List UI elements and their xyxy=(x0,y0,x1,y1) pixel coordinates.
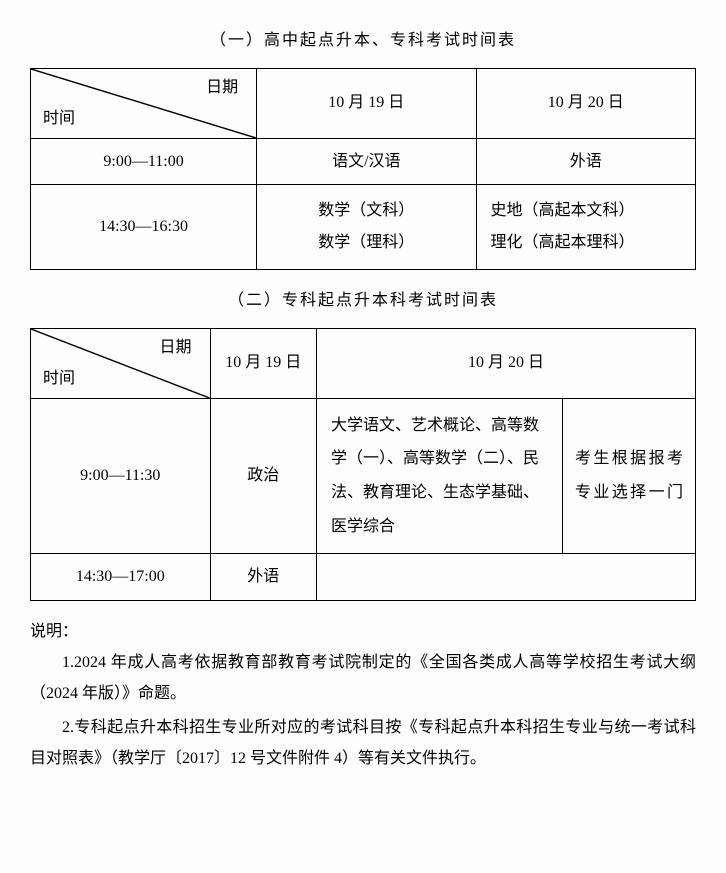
subject-cell: 外语 xyxy=(476,138,695,185)
subject-cell: 语文/汉语 xyxy=(257,138,476,185)
table-row: 日期 时间 10 月 19 日 10 月 20 日 xyxy=(31,68,696,138)
table2-title: （二）专科起点升本科考试时间表 xyxy=(30,288,696,314)
table-row: 14:30—17:00 外语 xyxy=(31,554,696,601)
time-cell: 14:30—16:30 xyxy=(31,185,257,270)
subject-line: 数学（文科） xyxy=(265,195,467,227)
notes-paragraph: 2.专科起点升本科招生专业所对应的考试科目按《专科起点升本科招生专业与统一考试科… xyxy=(30,713,696,774)
time-cell: 14:30—17:00 xyxy=(31,554,211,601)
diag-top-label: 日期 xyxy=(206,75,238,101)
col-header: 10 月 19 日 xyxy=(210,328,316,398)
diag-bottom-label: 时间 xyxy=(43,366,75,392)
diag-header-cell: 日期 时间 xyxy=(31,328,211,398)
col-header: 10 月 19 日 xyxy=(257,68,476,138)
col-header: 10 月 20 日 xyxy=(476,68,695,138)
subject-cell: 考生根据报考专业选择一门 xyxy=(562,398,695,553)
diag-top-label: 日期 xyxy=(160,335,192,361)
subject-cell: 大学语文、艺术概论、高等数学（一）、高等数学（二）、民法、教育理论、生态学基础、… xyxy=(316,398,562,553)
table1: 日期 时间 10 月 19 日 10 月 20 日 9:00—11:00 语文/… xyxy=(30,68,696,271)
notes-heading: 说明： xyxy=(30,619,696,645)
subject-cell: 数学（文科） 数学（理科） xyxy=(257,185,476,270)
subject-cell: 外语 xyxy=(210,554,316,601)
subject-cell: 史地（高起本文科） 理化（高起本理科） xyxy=(476,185,695,270)
subject-line: 数学（理科） xyxy=(265,227,467,259)
subject-cell: 政治 xyxy=(210,398,316,553)
table2: 日期 时间 10 月 19 日 10 月 20 日 9:00—11:30 政治 … xyxy=(30,328,696,601)
table-row: 9:00—11:30 政治 大学语文、艺术概论、高等数学（一）、高等数学（二）、… xyxy=(31,398,696,553)
table1-title: （一）高中起点升本、专科考试时间表 xyxy=(30,28,696,54)
time-cell: 9:00—11:00 xyxy=(31,138,257,185)
diag-header-cell: 日期 时间 xyxy=(31,68,257,138)
table-row: 日期 时间 10 月 19 日 10 月 20 日 xyxy=(31,328,696,398)
col-header: 10 月 20 日 xyxy=(316,328,695,398)
subject-cell xyxy=(316,554,695,601)
table-row: 9:00—11:00 语文/汉语 外语 xyxy=(31,138,696,185)
diag-bottom-label: 时间 xyxy=(43,106,75,132)
time-cell: 9:00—11:30 xyxy=(31,398,211,553)
notes-paragraph: 1.2024 年成人高考依据教育部教育考试院制定的《全国各类成人高等学校招生考试… xyxy=(30,648,696,709)
subject-line: 史地（高起本文科） xyxy=(491,195,687,227)
table-row: 14:30—16:30 数学（文科） 数学（理科） 史地（高起本文科） 理化（高… xyxy=(31,185,696,270)
subject-line: 理化（高起本理科） xyxy=(491,227,687,259)
